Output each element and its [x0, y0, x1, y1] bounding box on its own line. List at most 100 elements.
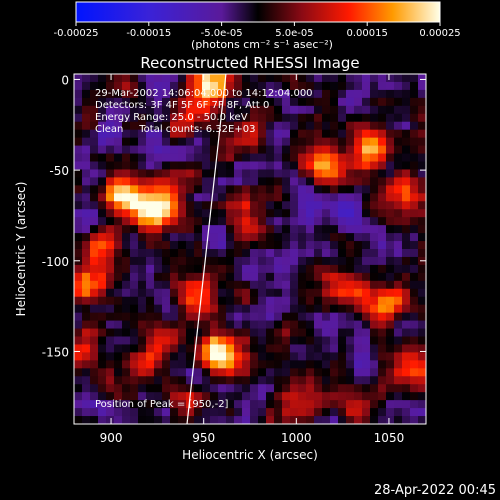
heatmap-cell [330, 336, 339, 345]
heatmap-cell [410, 304, 419, 314]
heatmap-cell [250, 74, 259, 83]
heatmap-cell [154, 89, 163, 99]
heatmap-cell [226, 272, 235, 282]
heatmap-cell [354, 256, 363, 266]
heatmap-cell [290, 336, 299, 345]
heatmap-cell [122, 288, 131, 298]
heatmap-cell [202, 400, 211, 409]
heatmap-cell [370, 336, 379, 345]
heatmap-cell [338, 392, 347, 401]
heatmap-cell [170, 249, 179, 258]
colorbar-tick-label: 5.0e-05 [275, 28, 313, 39]
heatmap-cell [418, 161, 426, 170]
heatmap-cell [146, 384, 155, 393]
heatmap-cell [338, 113, 347, 123]
heatmap-cell [282, 105, 291, 115]
heatmap-cell [298, 185, 307, 194]
heatmap-cell [242, 336, 251, 345]
heatmap-cell [170, 416, 179, 424]
heatmap-cell [354, 209, 363, 218]
heatmap-cell [370, 217, 379, 226]
heatmap-cell [194, 368, 203, 377]
heatmap-cell [338, 264, 347, 274]
heatmap-cell [306, 320, 315, 329]
heatmap-cell [322, 74, 331, 83]
heatmap-cell [138, 352, 147, 361]
heatmap-cell [194, 264, 203, 274]
heatmap-cell [106, 280, 115, 290]
heatmap-cell [82, 74, 91, 83]
heatmap-cell [346, 280, 355, 290]
heatmap-cell [258, 272, 267, 282]
heatmap-cell [250, 185, 259, 194]
heatmap-cell [258, 105, 267, 115]
heatmap-cell [306, 201, 315, 210]
heatmap-cell [418, 113, 426, 123]
heatmap-cell [130, 336, 139, 345]
heatmap-cell [90, 344, 99, 353]
heatmap-cell [234, 304, 243, 314]
heatmap-cell [354, 392, 363, 401]
heatmap-cell [402, 241, 411, 250]
heatmap-cell [418, 296, 426, 306]
heatmap-cell [402, 209, 411, 218]
heatmap-cell [362, 113, 371, 123]
heatmap-cell [314, 256, 323, 266]
heatmap-cell [218, 360, 227, 369]
heatmap-cell [154, 185, 163, 194]
heatmap-cell [218, 344, 227, 353]
heatmap-cell [282, 320, 291, 329]
heatmap-cell [322, 384, 331, 393]
heatmap-cell [250, 280, 259, 290]
heatmap-cell [186, 384, 195, 393]
heatmap-cell [314, 344, 323, 353]
heatmap-cell [194, 74, 203, 83]
heatmap-cell [330, 217, 339, 226]
heatmap-cell [330, 169, 339, 178]
heatmap-cell [266, 97, 275, 107]
heatmap-cell [410, 209, 419, 218]
heatmap-cell [154, 81, 163, 91]
heatmap-cell [266, 360, 275, 369]
heatmap-cell [322, 97, 331, 107]
heatmap-cell [306, 121, 315, 131]
heatmap-cell [170, 264, 179, 274]
heatmap-cell [362, 185, 371, 194]
heatmap-cell [114, 392, 123, 401]
heatmap-cell [130, 416, 139, 424]
heatmap-cell [194, 304, 203, 314]
heatmap-cell [242, 280, 251, 290]
heatmap-cell [90, 256, 99, 266]
heatmap-cell [386, 304, 395, 314]
heatmap-cell [378, 312, 387, 321]
heatmap-cell [242, 169, 251, 178]
heatmap-cell [170, 137, 179, 146]
heatmap-cell [210, 249, 219, 258]
heatmap-cell [274, 97, 283, 107]
heatmap-cell [346, 312, 355, 321]
heatmap-cell [386, 74, 395, 83]
heatmap-cell [130, 288, 139, 298]
heatmap-cell [402, 121, 411, 131]
heatmap-cell [146, 392, 155, 401]
heatmap-cell [418, 272, 426, 282]
heatmap-cell [266, 416, 275, 424]
heatmap-cell [82, 169, 91, 178]
heatmap-cell [194, 169, 203, 178]
heatmap-cell [170, 368, 179, 377]
heatmap-cell [346, 368, 355, 377]
heatmap-cell [402, 336, 411, 345]
heatmap-cell [146, 336, 155, 345]
heatmap-cell [378, 256, 387, 266]
heatmap-cell [98, 74, 107, 83]
heatmap-cell [354, 97, 363, 107]
heatmap-cell [178, 280, 187, 290]
heatmap-cell [162, 280, 171, 290]
heatmap-cell [162, 129, 171, 139]
heatmap-cell [242, 249, 251, 258]
heatmap-cell [106, 169, 115, 178]
heatmap-cell [186, 74, 195, 83]
heatmap-cell [298, 201, 307, 210]
heatmap-cell [274, 256, 283, 266]
